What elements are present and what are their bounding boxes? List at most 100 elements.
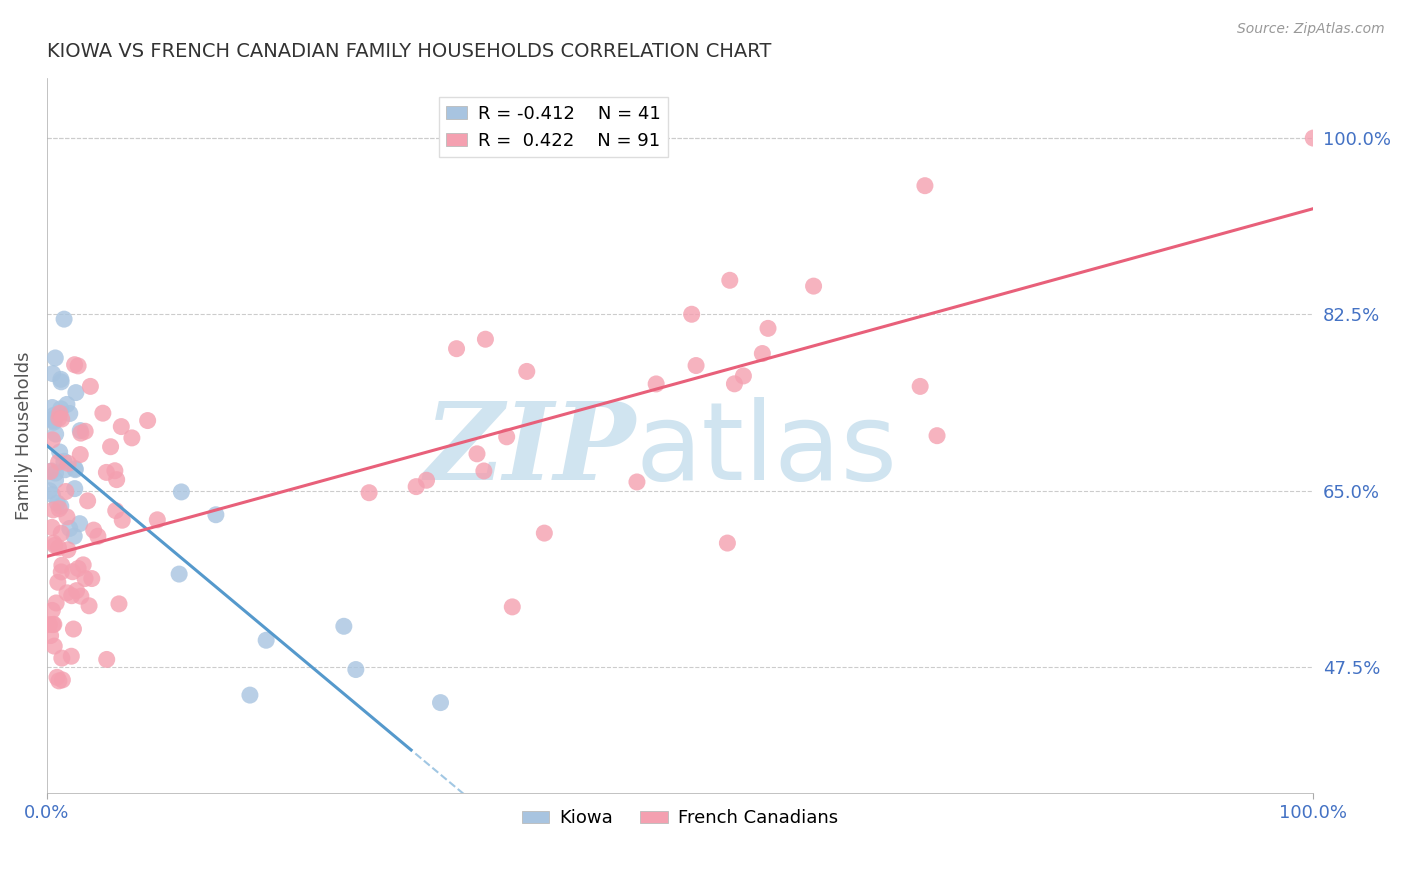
Point xyxy=(44,538,66,552)
Point xyxy=(51,558,73,573)
Point xyxy=(48,445,70,459)
Point xyxy=(63,482,86,496)
Point xyxy=(49,375,72,389)
Point xyxy=(146,513,169,527)
Point xyxy=(723,376,745,391)
Point xyxy=(681,307,703,321)
Point xyxy=(108,597,131,611)
Text: Source: ZipAtlas.com: Source: ZipAtlas.com xyxy=(1237,22,1385,37)
Point xyxy=(51,565,73,579)
Text: atlas: atlas xyxy=(636,397,898,503)
Point xyxy=(751,346,773,360)
Point xyxy=(104,464,127,478)
Point xyxy=(49,500,72,514)
Point xyxy=(733,368,755,383)
Point xyxy=(359,485,381,500)
Point xyxy=(100,440,122,454)
Point xyxy=(254,633,277,648)
Point xyxy=(58,456,80,470)
Point xyxy=(75,572,97,586)
Point xyxy=(41,603,63,617)
Point xyxy=(48,501,70,516)
Point xyxy=(49,372,72,386)
Point xyxy=(533,526,555,541)
Point xyxy=(465,447,488,461)
Point xyxy=(38,483,60,498)
Point xyxy=(44,639,66,653)
Point xyxy=(645,376,668,391)
Point xyxy=(56,542,79,557)
Point xyxy=(41,464,63,478)
Point xyxy=(56,510,79,524)
Point xyxy=(44,466,66,480)
Point xyxy=(65,385,87,400)
Point xyxy=(63,529,86,543)
Y-axis label: Family Households: Family Households xyxy=(15,351,32,520)
Point xyxy=(77,599,100,613)
Point xyxy=(49,406,72,420)
Point xyxy=(136,413,159,427)
Point xyxy=(51,651,73,665)
Point xyxy=(42,617,65,632)
Point xyxy=(41,433,63,447)
Point xyxy=(96,652,118,666)
Point xyxy=(60,589,83,603)
Point xyxy=(756,321,779,335)
Point xyxy=(908,379,931,393)
Point xyxy=(56,586,79,600)
Point xyxy=(91,406,114,420)
Point xyxy=(72,558,94,572)
Point xyxy=(41,367,63,381)
Point xyxy=(45,473,67,487)
Point xyxy=(48,541,70,555)
Point xyxy=(96,466,118,480)
Point xyxy=(344,663,367,677)
Point xyxy=(42,536,65,550)
Point xyxy=(42,409,65,423)
Point xyxy=(170,484,193,499)
Point xyxy=(104,503,127,517)
Point xyxy=(415,473,437,487)
Point xyxy=(685,359,707,373)
Point xyxy=(83,523,105,537)
Point xyxy=(46,670,69,684)
Point xyxy=(65,463,87,477)
Point xyxy=(405,480,427,494)
Point xyxy=(718,273,741,287)
Point xyxy=(69,424,91,438)
Point xyxy=(41,487,63,501)
Point xyxy=(67,359,90,373)
Point xyxy=(474,332,496,346)
Point xyxy=(205,508,228,522)
Point xyxy=(48,411,70,425)
Point xyxy=(59,521,82,535)
Point xyxy=(51,526,73,541)
Point xyxy=(48,673,70,688)
Point xyxy=(44,411,66,425)
Point xyxy=(42,503,65,517)
Point xyxy=(239,688,262,702)
Point xyxy=(111,513,134,527)
Point xyxy=(51,412,73,426)
Point xyxy=(110,419,132,434)
Point xyxy=(45,427,67,442)
Point xyxy=(42,617,65,632)
Point xyxy=(38,617,60,632)
Point xyxy=(62,565,84,579)
Point xyxy=(495,430,517,444)
Point xyxy=(167,567,190,582)
Point xyxy=(41,413,63,427)
Point xyxy=(803,279,825,293)
Point xyxy=(65,583,87,598)
Point xyxy=(63,461,86,475)
Point xyxy=(67,561,90,575)
Point xyxy=(69,516,91,531)
Point xyxy=(333,619,356,633)
Point xyxy=(75,424,97,438)
Point xyxy=(52,454,75,468)
Point xyxy=(41,520,63,534)
Text: KIOWA VS FRENCH CANADIAN FAMILY HOUSEHOLDS CORRELATION CHART: KIOWA VS FRENCH CANADIAN FAMILY HOUSEHOL… xyxy=(46,42,772,61)
Point xyxy=(446,342,468,356)
Point xyxy=(63,358,86,372)
Point xyxy=(55,484,77,499)
